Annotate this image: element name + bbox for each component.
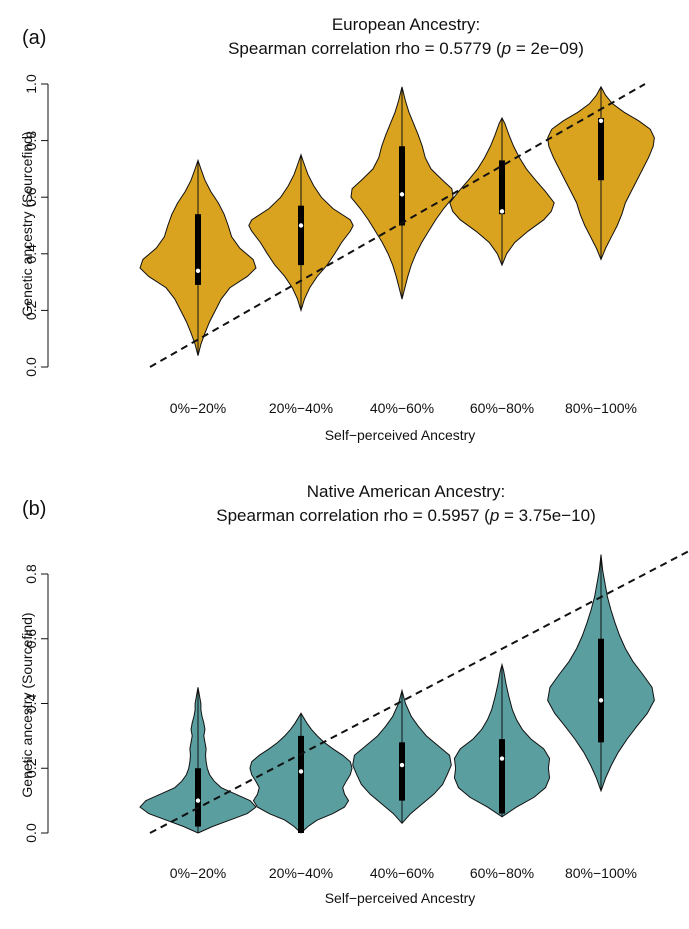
panel-a-title-prefix: Spearman correlation rho = 0.5779 ( (228, 39, 502, 58)
panel-a-y-tick-label: 0.4 (23, 244, 39, 264)
panel-b-x-tick-label: 60%−80% (470, 865, 534, 881)
panel-b-y-axis-label: Genetic ancestry (Sourcefind) (19, 612, 35, 797)
panel-a-title-p-symbol: p (501, 39, 511, 58)
panel-a-violin-4-median (499, 209, 505, 214)
panel-b-x-tick-label: 80%−100% (565, 865, 637, 881)
panel-b-y-tick-label: 0.2 (23, 758, 39, 778)
panel-a-y-tick-label: 1.0 (23, 74, 39, 94)
panel-b-title-line1: Native American Ancestry: (307, 482, 505, 501)
panel-b-x-axis-label: Self−perceived Ancestry (325, 890, 476, 906)
panel-b-y-tick-label: 0.0 (23, 823, 39, 843)
panel-b-violin-1-iqr (195, 768, 201, 827)
panel-b-violin-5-iqr (598, 638, 604, 743)
panel-a-y-tick-label: 0.8 (23, 131, 39, 151)
panel-b-plot: 0.0 0.2 0.4 0.6 0.8 0%−20% 20%−40% 40%−60% 60%−8… (23, 549, 689, 881)
panel-b-title-line2: Spearman correlation rho = 0.5957 (p = 3… (216, 506, 595, 525)
panel-b-violin-4-median (499, 756, 505, 761)
panel-a-violin-1-median (195, 268, 201, 273)
panel-a-y-tick-label: 0.0 (23, 357, 39, 377)
panel-b-title-p-symbol: p (489, 506, 499, 525)
panel-a-violin-2-iqr (298, 205, 304, 266)
panel-a-title-line1: European Ancestry: (332, 15, 480, 34)
panel-a-x-tick-label: 0%−20% (170, 400, 226, 416)
panel-b-violin-1-median (195, 798, 201, 803)
panel-b-x-tick-label: 20%−40% (269, 865, 333, 881)
panel-a-violin-3-median (399, 192, 405, 197)
panel-a-title-p-value: = 2e−09) (511, 39, 584, 58)
panel-a-x-axis-label: Self−perceived Ancestry (325, 427, 476, 443)
panel-a-x-tick-label: 60%−80% (470, 400, 534, 416)
panel-a-violin-2-median (298, 223, 304, 228)
panel-a-violin-3-iqr (399, 146, 405, 226)
panel-a-violin-5-median (598, 118, 604, 123)
panel-a-y-axis-label: Genetic ancestry (Sourcefind) (19, 131, 35, 316)
panel-a-violin-1-iqr (195, 214, 201, 285)
panel-b-y-tick-label: 0.8 (23, 564, 39, 584)
panel-b-violin-4-iqr (499, 739, 505, 814)
panel-b-violin-2-median (298, 769, 304, 774)
panel-a-x-tick-label: 80%−100% (565, 400, 637, 416)
panel-b-label: (b) (22, 498, 46, 520)
panel-b-violin-3-median (399, 762, 405, 768)
panel-a-label: (a) (22, 27, 46, 49)
panel-a-plot: 0.0 0.2 0.4 0.6 0.8 1.0 0%−20% 20%−40% 40%−60% 60… (23, 74, 655, 416)
panel-b-x-tick-label: 0%−20% (170, 865, 226, 881)
panel-a-x-tick-label: 20%−40% (269, 400, 333, 416)
panel-b-y-tick-label: 0.6 (23, 629, 39, 649)
panel-b-y-tick-label: 0.4 (23, 694, 39, 714)
panel-b-x-tick-label: 40%−60% (370, 865, 434, 881)
panel-b-title-p-value: = 3.75e−10) (499, 506, 595, 525)
panel-a-violin-4-iqr (499, 160, 505, 215)
panel-a-x-tick-label: 40%−60% (370, 400, 434, 416)
panel-b-title-prefix: Spearman correlation rho = 0.5957 ( (216, 506, 490, 525)
panel-a-title-line2: Spearman correlation rho = 0.5779 (p = 2… (228, 39, 584, 58)
panel-b-violin-3-iqr (399, 742, 405, 801)
panel-b-violin-5-median (598, 698, 604, 703)
panel-a-violin-5-iqr (598, 117, 604, 181)
panel-a-y-tick-label: 0.6 (23, 187, 39, 207)
panel-b-reference-line (149, 549, 689, 834)
panel-b-violin-2-iqr (298, 735, 304, 833)
panel-a-y-tick-label: 0.2 (23, 300, 39, 320)
